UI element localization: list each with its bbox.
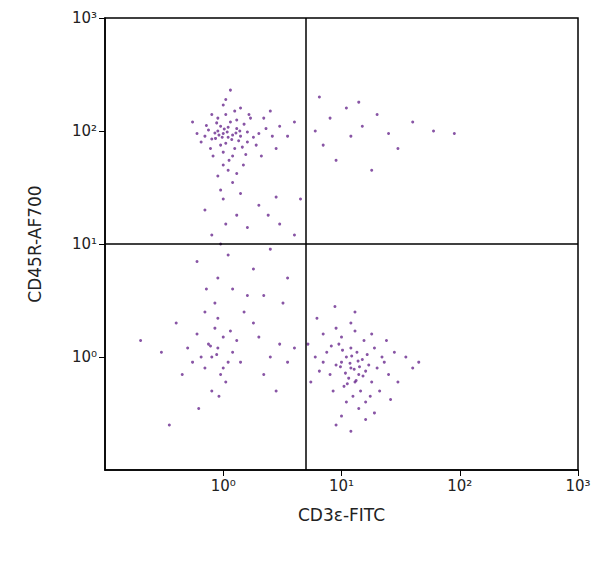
svg-text:CD3ε-FITC: CD3ε-FITC bbox=[298, 505, 385, 525]
svg-text:10²: 10² bbox=[447, 477, 472, 495]
svg-text:10¹: 10¹ bbox=[72, 235, 97, 253]
svg-text:10²: 10² bbox=[72, 122, 97, 140]
svg-text:10³: 10³ bbox=[72, 9, 97, 27]
svg-text:10⁰: 10⁰ bbox=[72, 348, 97, 366]
svg-text:10¹: 10¹ bbox=[329, 477, 354, 495]
svg-text:10⁰: 10⁰ bbox=[211, 477, 236, 495]
svg-text:CD45R-AF700: CD45R-AF700 bbox=[25, 185, 45, 302]
svg-text:10³: 10³ bbox=[565, 477, 590, 495]
